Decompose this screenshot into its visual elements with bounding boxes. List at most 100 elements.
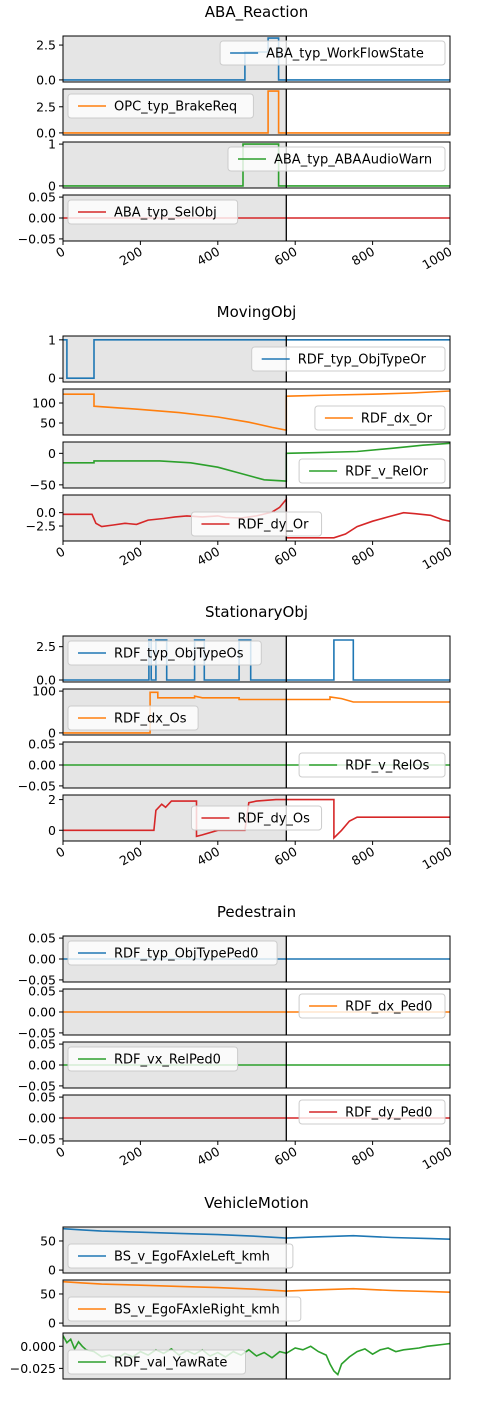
x-tick-label: 200	[117, 1144, 145, 1169]
group-vehiclemotion: VehicleMotion 0 50 BS_v_EgoFAxleLeft_kmh 0 50…	[10, 1194, 451, 1380]
legend: RDF_val_YawRate	[67, 1349, 246, 1375]
group-movingobj: MovingObj 0 1 RDF_typ_ObjTypeOr 50 1 0 0 RDF_dx_…	[26, 303, 455, 573]
shaded-region	[63, 336, 287, 382]
legend-box	[298, 993, 446, 1019]
y-tick-label: 0.05	[28, 1037, 56, 1052]
y-tick-label: 0.00	[28, 1005, 56, 1020]
y-tick-label: 100	[32, 684, 56, 699]
y-tick-label: 0.0	[36, 505, 56, 520]
y-tick-label: 0	[48, 371, 56, 386]
panel-RDF_dy_Or: −2.50.0 RDF_dy_Or	[26, 494, 451, 542]
x-tick-label: 1000	[419, 544, 454, 573]
legend-label: RDF_dy_Ped0	[345, 1106, 432, 1121]
axes-frame	[62, 494, 451, 542]
y-tick-label: 0.00	[28, 952, 56, 967]
panel-RDF_val_YawRate: −0.025 0.000 RDF_val_YawRate	[10, 1332, 451, 1380]
y-tick-label: 1	[48, 332, 56, 347]
legend: OPC_typ_BrakeReq	[67, 93, 254, 119]
legend: RDF_typ_ObjTypeOs	[67, 640, 262, 666]
y-tick-label: −0.025	[10, 1361, 56, 1376]
legend: RDF_dx_Os	[67, 705, 199, 731]
y-tick-label: 0	[48, 178, 56, 193]
x-tick-label: 600	[272, 544, 300, 569]
panel-BS_v_EgoFAxleLeft_kmh: 0 50 BS_v_EgoFAxleLeft_kmh	[40, 1226, 451, 1278]
legend-box	[67, 199, 239, 225]
y-tick-label: 0	[48, 823, 56, 838]
series-line-ABA_typ_ABAAudioWarn	[63, 143, 450, 187]
legend: BS_v_EgoFAxleLeft_kmh	[67, 1243, 294, 1269]
legend-label: ABA_typ_WorkFlowState	[266, 47, 424, 62]
y-tick-label: 0	[48, 1316, 56, 1331]
y-tick-label: 0.00	[28, 758, 56, 773]
legend: RDF_typ_ObjTypePed0	[67, 940, 278, 966]
panel-RDF_v_RelOr: −50 0 RDF_v_RelOr	[30, 441, 451, 492]
x-tick-label: 800	[349, 844, 377, 869]
x-tick-label: 400	[194, 1144, 222, 1169]
x-tick-label: 800	[349, 1144, 377, 1169]
y-tick-label: 50	[40, 416, 56, 431]
y-tick-label: 0.00	[28, 1058, 56, 1073]
panel-RDF_typ_ObjTypeOr: 0 1 RDF_typ_ObjTypeOr	[48, 332, 451, 386]
axes-frame	[62, 88, 451, 136]
y-tick-label: −2.5	[26, 519, 56, 534]
axes-frame	[62, 688, 451, 736]
axes-frame	[62, 635, 451, 683]
y-tick-label: 0.05	[28, 931, 56, 946]
legend: RDF_dy_Or	[190, 511, 323, 537]
legend-label: RDF_dx_Ped0	[345, 1000, 432, 1015]
legend-box	[314, 405, 446, 431]
y-tick-label: 0.05	[28, 1090, 56, 1105]
panel-ABA_typ_SelObj: −0.05 0.00 0.05 ABA_typ_SelObj	[18, 190, 451, 246]
group-stationaryobj: StationaryObj 0.0 2.5 RDF_typ_ObjTypeOs 0 100…	[18, 603, 455, 873]
axes-frame	[62, 335, 451, 383]
x-tick-label: 600	[272, 244, 300, 269]
panel-RDF_dx_Ped0: −0.05 0.00 0.05 RDF_dx_Ped0	[18, 984, 451, 1040]
panel-ABA_typ_ABAAudioWarn: 0 1 ABA_typ_ABAAudioWarn	[48, 137, 451, 193]
legend-box	[67, 705, 199, 731]
y-tick-label: 2.5	[36, 99, 56, 114]
legend-box	[67, 940, 278, 966]
axes-frame	[62, 141, 451, 189]
axes-frame	[62, 794, 451, 842]
series-line-RDF_typ_ObjTypeOr	[63, 339, 450, 379]
axes-frame	[62, 35, 451, 83]
legend-box	[298, 752, 446, 778]
legend-label: RDF_val_YawRate	[114, 1356, 227, 1371]
x-tick-label: 400	[194, 544, 222, 569]
y-tick-label: 0.05	[28, 737, 56, 752]
legend-box	[251, 346, 446, 372]
x-tick-label: 1000	[419, 1144, 454, 1173]
axes-frame	[62, 1226, 451, 1274]
series-line-RDF_v_RelOr	[63, 442, 450, 482]
legend: RDF_dy_Ped0	[298, 1099, 446, 1125]
axes-frame	[62, 441, 451, 489]
shaded-region	[63, 442, 287, 488]
axes-frame	[62, 1332, 451, 1380]
legend-label: RDF_dx_Or	[361, 412, 433, 427]
y-tick-label: 0.0	[36, 673, 56, 688]
legend-label: RDF_dy_Os	[237, 812, 310, 827]
y-tick-label: −0.05	[18, 972, 56, 987]
legend: RDF_vx_RelPed0	[67, 1046, 239, 1072]
legend-label: OPC_typ_BrakeReq	[114, 100, 237, 115]
legend-label: ABA_typ_ABAAudioWarn	[274, 153, 432, 168]
legend-box	[67, 93, 254, 119]
y-tick-label: 2.5	[36, 38, 56, 53]
series-line-OPC_typ_BrakeReq	[63, 90, 450, 134]
y-tick-label: 0	[48, 446, 56, 461]
legend-label: RDF_dy_Or	[237, 518, 309, 533]
y-tick-label: 1	[48, 137, 56, 152]
axes-frame	[62, 388, 451, 436]
y-tick-label: 2	[48, 792, 56, 807]
group-title: StationaryObj	[205, 603, 308, 621]
x-tick-label: 1000	[419, 844, 454, 873]
y-tick-label: 0.0	[36, 125, 56, 140]
legend-box	[67, 1046, 239, 1072]
legend-label: RDF_typ_ObjTypeOr	[298, 353, 427, 368]
group-aba_reaction: ABA_Reaction0.02.5ABA_typ_WorkFlowState0…	[18, 3, 455, 273]
legend: RDF_dy_Os	[190, 805, 323, 831]
y-tick-label: −0.05	[18, 1131, 56, 1146]
panel-BS_v_EgoFAxleRight_kmh: 0 50 BS_v_EgoFAxleRight_kmh	[40, 1279, 451, 1331]
legend-label: BS_v_EgoFAxleLeft_kmh	[114, 1250, 270, 1265]
group-title: MovingObj	[217, 303, 297, 321]
